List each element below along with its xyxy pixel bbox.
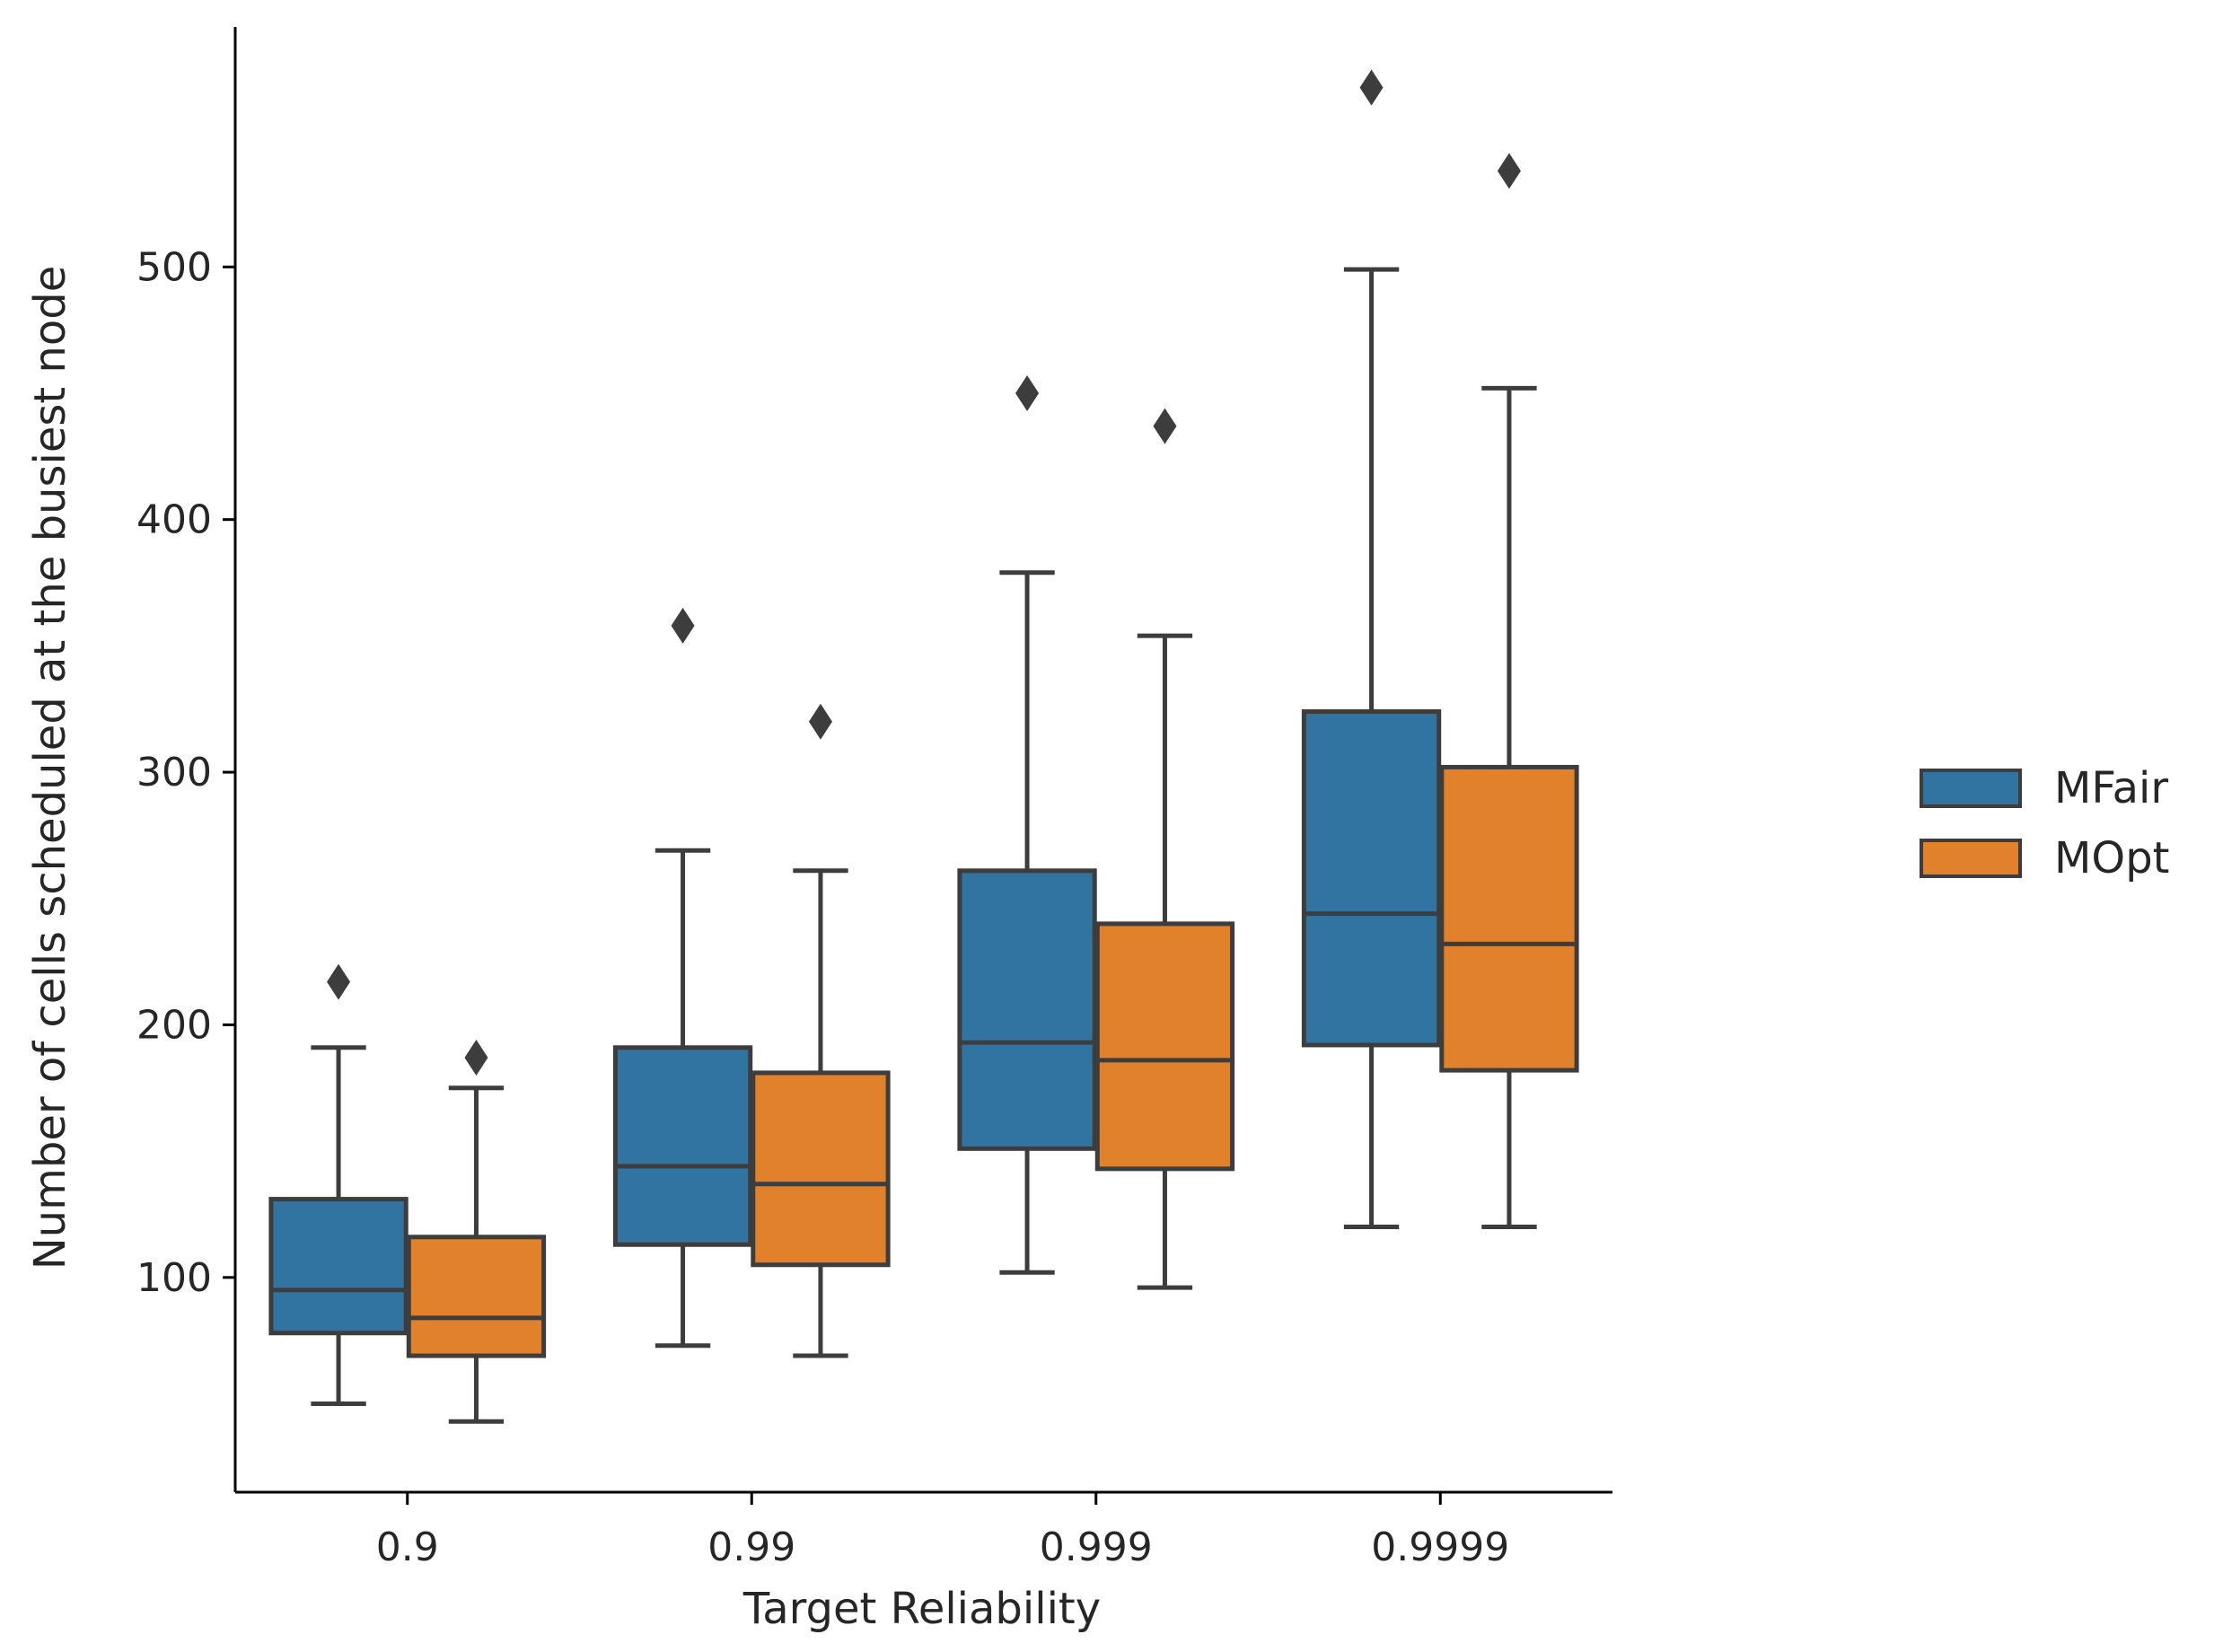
legend: MFair MOpt (1920, 763, 2169, 883)
outlier-point (1015, 375, 1040, 411)
box-iqr (957, 868, 1097, 1151)
box-iqr (1301, 709, 1442, 1048)
box-group-mopt-0.9 (406, 1040, 547, 1424)
box-group-mfair-0.999 (957, 375, 1097, 1275)
x-tick-label: 0.999 (1040, 1525, 1153, 1570)
box-iqr (406, 1235, 547, 1358)
y-axis: 100 200 300 400 500 (136, 27, 237, 1492)
box-iqr (268, 1197, 409, 1336)
legend-swatch-mfair (1920, 769, 2022, 808)
outlier-point (1359, 69, 1384, 106)
y-tick-label: 100 (136, 1255, 212, 1301)
box-iqr (1094, 921, 1235, 1172)
box-group-mopt-0.999 (1094, 408, 1235, 1290)
box-group-mfair-0.99 (612, 607, 753, 1349)
legend-swatch-mopt (1920, 839, 2022, 878)
y-tick-label: 400 (136, 497, 212, 543)
legend-label-mfair: MFair (2054, 763, 2168, 813)
box-group-mopt-0.9999 (1439, 153, 1579, 1230)
outlier-point (1153, 408, 1177, 444)
outlier-point (808, 703, 832, 740)
y-tick-label: 200 (136, 1002, 212, 1048)
box-group-mfair-0.9999 (1301, 69, 1442, 1230)
x-tick-label: 0.99 (707, 1525, 795, 1570)
outlier-point (671, 607, 695, 644)
x-axis: 0.9 0.99 0.999 0.9999 (235, 1490, 1612, 1570)
box-iqr (1439, 764, 1579, 1073)
box-group-mopt-0.99 (751, 703, 891, 1358)
y-tick-label: 300 (136, 750, 212, 795)
outlier-point (1497, 153, 1521, 189)
x-axis-title: Target Reliability (742, 1584, 1101, 1634)
x-tick-label: 0.9 (376, 1525, 439, 1570)
y-axis-title: Number of cells scheduled at the busiest… (25, 266, 75, 1270)
x-tick-label: 0.9999 (1371, 1525, 1509, 1570)
box-group-mfair-0.9 (268, 963, 409, 1407)
box-iqr (612, 1045, 753, 1247)
outlier-point (464, 1040, 488, 1076)
box-iqr (751, 1070, 891, 1268)
legend-label-mopt: MOpt (2054, 833, 2169, 883)
y-tick-label: 500 (136, 244, 212, 290)
outlier-point (327, 963, 351, 1000)
plot-area (268, 69, 1579, 1424)
